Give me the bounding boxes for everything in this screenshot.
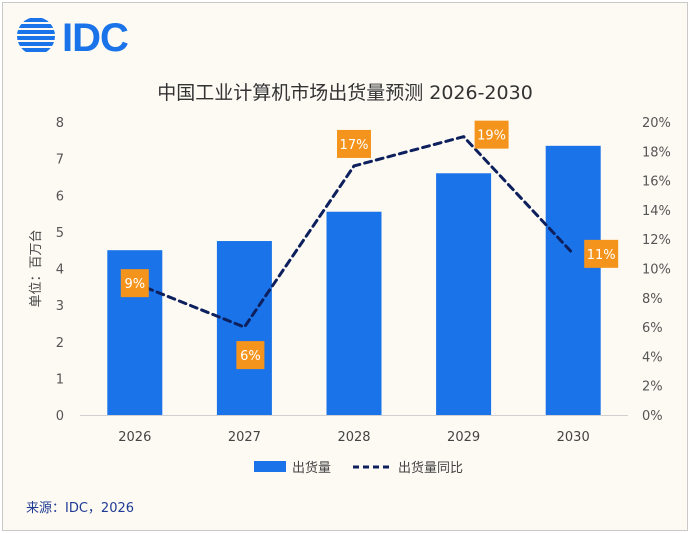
y-tick-label: 4 <box>56 263 64 278</box>
y2-tick-label: 20% <box>642 116 671 131</box>
y-tick-label: 2 <box>56 336 64 351</box>
x-tick-label: 2026 <box>118 430 151 445</box>
y-tick-label: 1 <box>56 372 64 387</box>
y2-tick-label: 18% <box>642 145 671 160</box>
data-label-box <box>236 341 265 370</box>
y2-tick-label: 8% <box>642 292 663 307</box>
bar <box>216 241 272 415</box>
data-label: 19% <box>477 129 506 144</box>
y-tick-label: 5 <box>56 226 64 241</box>
source-note: 来源：IDC，2026 <box>26 501 135 516</box>
data-label: 11% <box>587 248 616 263</box>
y2-tick-label: 12% <box>642 233 671 248</box>
y2-tick-label: 2% <box>642 380 663 395</box>
bar <box>436 173 492 415</box>
data-label-box <box>337 129 371 158</box>
y-tick-label: 6 <box>56 189 64 204</box>
x-tick-label: 2027 <box>228 430 261 445</box>
y2-tick-label: 16% <box>642 175 671 190</box>
x-tick-label: 2028 <box>337 430 370 445</box>
y2-tick-label: 4% <box>642 350 663 365</box>
y2-tick-label: 0% <box>642 409 663 424</box>
legend-label: 出货量同比 <box>398 460 463 476</box>
data-label-box <box>584 239 619 268</box>
data-label-box <box>474 120 509 149</box>
data-label: 6% <box>240 349 261 364</box>
y-tick-label: 3 <box>56 299 64 314</box>
logo-wordmark: IDC <box>62 16 129 60</box>
bar <box>326 211 382 415</box>
y2-tick-label: 6% <box>642 321 663 336</box>
y2-tick-label: 14% <box>642 204 671 219</box>
y-axis-label: 单位：百万台 <box>29 229 44 307</box>
data-label-box <box>120 269 149 298</box>
x-tick-label: 2029 <box>447 430 480 445</box>
data-label: 17% <box>340 138 369 153</box>
legend-label: 出货量 <box>292 460 331 476</box>
y-tick-label: 7 <box>56 153 64 168</box>
legend-swatch-bar <box>254 461 286 472</box>
globe-stripes-icon <box>16 16 56 60</box>
y-tick-label: 8 <box>56 116 64 131</box>
y-tick-label: 0 <box>56 409 64 424</box>
yoy-line <box>133 134 575 329</box>
idc-logo: IDC <box>16 16 129 60</box>
chart-title: 中国工业计算机市场出货量预测 2026-2030 <box>157 82 533 104</box>
data-label: 9% <box>124 277 145 292</box>
bar <box>545 145 601 415</box>
y2-tick-label: 10% <box>642 263 671 278</box>
x-tick-label: 2030 <box>557 430 590 445</box>
